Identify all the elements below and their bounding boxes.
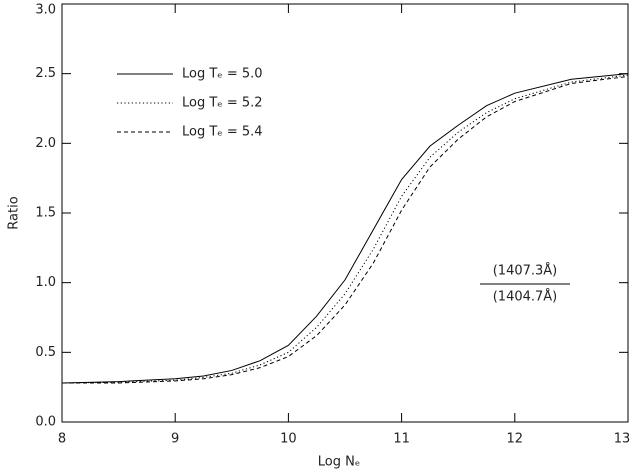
plot-frame	[61, 3, 629, 423]
legend-label: Log Tₑ = 5.0	[182, 67, 263, 82]
series-line	[61, 73, 629, 384]
y-tick-label: 2.0	[35, 136, 56, 151]
y-tick-label: 0.0	[35, 415, 56, 430]
y-tick-label: 2.5	[35, 66, 56, 81]
y-tick-label: 0.5	[35, 345, 56, 360]
x-tick-label: 11	[393, 432, 410, 447]
series-line	[61, 74, 629, 384]
legend-label: Log Tₑ = 5.2	[182, 96, 263, 111]
x-tick-label: 13	[614, 432, 631, 447]
y-tick-label: 3.0	[35, 3, 56, 18]
annotation-numerator: (1407.3Å)	[493, 263, 558, 279]
x-tick-label: 12	[507, 432, 524, 447]
series-line	[62, 75, 629, 384]
x-tick-label: 9	[171, 432, 179, 447]
y-axis-label: Ratio	[7, 196, 22, 229]
x-tick-label: 8	[58, 432, 66, 447]
y-tick-label: 1.0	[35, 275, 56, 290]
legend-label: Log Tₑ = 5.4	[182, 125, 263, 140]
x-tick-label: 10	[280, 432, 297, 447]
annotation-denominator: (1404.7Å)	[493, 289, 558, 305]
x-axis-label: Log Nₑ	[318, 455, 361, 470]
y-tick-label: 1.5	[35, 206, 56, 221]
